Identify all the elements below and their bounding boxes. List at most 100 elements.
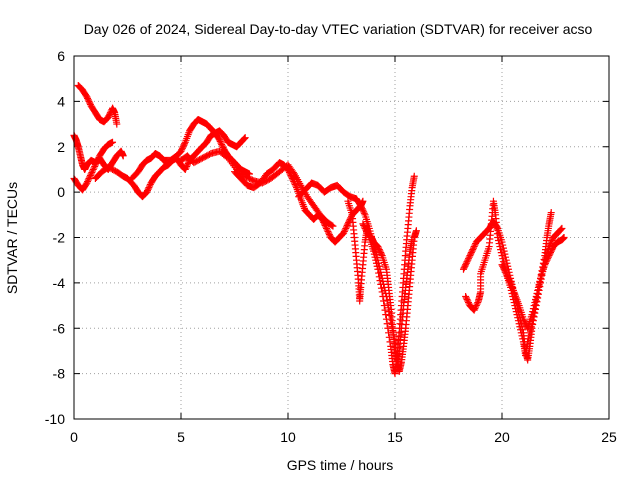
series-sat-i: [344, 172, 418, 378]
plus-marker: [371, 253, 379, 261]
plus-marker: [89, 165, 97, 173]
plus-marker: [86, 99, 94, 107]
plus-marker: [357, 202, 365, 210]
plus-marker: [467, 250, 475, 258]
plus-marker: [182, 164, 190, 172]
plus-marker: [91, 161, 99, 169]
plus-marker: [547, 209, 555, 217]
plus-marker: [359, 206, 367, 214]
plus-marker: [496, 243, 504, 251]
plus-marker: [408, 236, 416, 244]
plus-marker: [289, 176, 297, 184]
plus-marker: [319, 217, 327, 225]
plus-marker: [465, 253, 473, 261]
plus-marker: [285, 168, 293, 176]
plus-marker: [292, 182, 300, 190]
plus-marker: [85, 97, 93, 105]
plus-marker: [379, 292, 387, 300]
plus-marker: [504, 273, 512, 281]
plus-marker: [218, 142, 226, 150]
plus-marker: [530, 302, 538, 310]
plus-marker: [375, 244, 383, 252]
plus-marker: [183, 161, 191, 169]
plus-marker: [287, 171, 295, 179]
plus-marker: [87, 170, 95, 178]
plus-marker: [518, 332, 526, 340]
plus-marker: [506, 277, 514, 285]
plus-marker: [375, 246, 383, 254]
plus-marker: [547, 247, 555, 255]
plus-marker: [498, 261, 506, 269]
plus-marker: [320, 220, 328, 228]
plus-marker: [377, 280, 385, 288]
plus-marker: [472, 302, 480, 310]
plus-marker: [472, 303, 480, 311]
plus-marker: [385, 333, 393, 341]
plus-marker: [342, 224, 350, 232]
series-sat-j: [359, 220, 416, 371]
plus-marker: [318, 215, 326, 223]
plus-marker: [360, 223, 368, 231]
plus-marker: [360, 208, 368, 216]
y-tick-label: -10: [45, 411, 65, 427]
plus-marker: [328, 221, 336, 229]
plus-marker: [329, 222, 337, 230]
plus-marker: [495, 240, 503, 248]
plus-marker: [375, 273, 383, 281]
plus-marker: [521, 318, 529, 326]
plus-marker: [85, 175, 93, 183]
plus-marker: [505, 276, 513, 284]
plus-marker: [547, 249, 555, 257]
plus-marker: [86, 173, 94, 181]
plus-marker: [324, 227, 332, 235]
plus-marker: [504, 274, 512, 282]
plus-marker: [241, 134, 249, 142]
y-tick-label: -4: [53, 275, 66, 291]
plus-marker: [119, 152, 127, 160]
plus-marker: [285, 167, 293, 175]
plus-marker: [464, 299, 472, 307]
plus-marker: [461, 262, 469, 270]
plus-marker: [145, 184, 153, 192]
plus-marker: [517, 329, 525, 337]
plus-marker: [288, 173, 296, 181]
plus-marker: [462, 294, 470, 302]
plus-marker: [343, 221, 351, 229]
plus-marker: [468, 247, 476, 255]
plus-marker: [377, 249, 385, 257]
plus-marker: [178, 144, 186, 152]
plus-marker: [382, 311, 390, 319]
plus-marker: [531, 299, 539, 307]
plus-marker: [362, 226, 370, 234]
plus-marker: [359, 220, 367, 228]
plus-marker: [544, 255, 552, 263]
plus-marker: [464, 255, 472, 263]
plus-marker: [459, 265, 467, 273]
plus-marker: [104, 113, 112, 121]
plus-marker: [525, 332, 533, 340]
plus-marker: [372, 259, 380, 267]
plus-marker: [375, 269, 383, 277]
plus-marker: [284, 165, 292, 173]
plus-marker: [474, 299, 482, 307]
plus-marker: [473, 300, 481, 308]
plus-marker: [545, 252, 553, 260]
plus-marker: [144, 185, 152, 193]
plus-marker: [542, 259, 550, 267]
plus-marker: [546, 250, 554, 258]
plus-marker: [84, 94, 92, 102]
x-axis-label: GPS time / hours: [287, 457, 394, 473]
plus-marker: [542, 258, 550, 266]
x-tick-label: 15: [387, 429, 403, 445]
plus-marker: [143, 187, 151, 195]
plus-marker: [460, 264, 468, 272]
plus-marker: [290, 179, 298, 187]
plus-marker: [240, 134, 248, 142]
plus-marker: [240, 135, 248, 143]
plus-marker: [378, 288, 386, 296]
plus-marker: [529, 308, 537, 316]
plus-marker: [94, 156, 102, 164]
plus-marker: [501, 267, 509, 275]
plus-marker: [412, 227, 420, 235]
plus-marker: [90, 164, 98, 172]
